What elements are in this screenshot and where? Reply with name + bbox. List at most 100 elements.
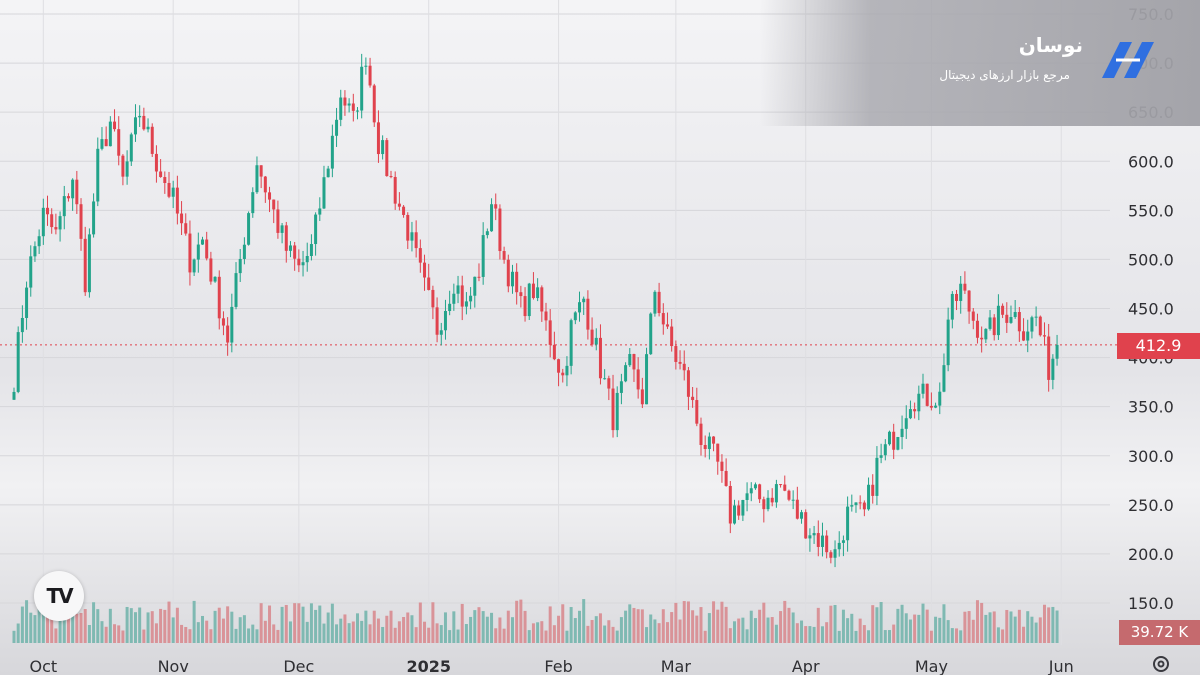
- volume-bar: [280, 606, 284, 643]
- candle-body: [129, 134, 133, 162]
- volume-bar: [448, 630, 452, 643]
- candle-body: [330, 135, 334, 169]
- volume-bar: [410, 615, 414, 643]
- candle-body: [464, 301, 468, 307]
- volume-bar: [481, 611, 485, 643]
- candle-body: [226, 325, 230, 343]
- volume-bar: [875, 607, 879, 643]
- volume-bar: [1022, 626, 1026, 643]
- volume-bar: [879, 601, 883, 643]
- volume-bar: [318, 605, 322, 643]
- volume-bar: [75, 613, 79, 643]
- candle-body: [71, 179, 75, 199]
- candle-body: [552, 344, 556, 360]
- volume-bar: [87, 624, 91, 643]
- volume-bar: [854, 630, 858, 643]
- volume-bar: [946, 620, 950, 643]
- candle-body: [963, 283, 967, 291]
- candle-body: [29, 256, 33, 288]
- candles: [12, 53, 1059, 568]
- volume-bar: [406, 612, 410, 643]
- volume-bar: [661, 609, 665, 643]
- volume-bar: [691, 610, 695, 643]
- volume-bar: [364, 610, 368, 643]
- candle-body: [201, 239, 205, 245]
- time-tick-label: Mar: [661, 657, 692, 675]
- volume-bar: [808, 626, 812, 643]
- volume-bar: [833, 604, 837, 643]
- candle-body: [443, 311, 447, 331]
- time-tick-label: May: [915, 657, 948, 675]
- candle-body: [925, 383, 929, 406]
- candle-body: [624, 365, 628, 382]
- volume-bar: [314, 609, 318, 643]
- volume-bar: [427, 627, 431, 643]
- candle-body: [435, 307, 439, 335]
- candle-body: [678, 361, 682, 364]
- candle-body: [820, 535, 824, 547]
- candle-body: [347, 103, 351, 106]
- volume-bar: [611, 626, 615, 643]
- volume-bar: [113, 624, 117, 643]
- volume-bars: [12, 599, 1059, 643]
- candle-body: [25, 287, 29, 318]
- volume-bar: [733, 621, 737, 643]
- candle-body: [871, 484, 875, 496]
- volume-bar: [720, 601, 724, 643]
- candle-body: [879, 455, 883, 458]
- candle-body: [699, 423, 703, 445]
- volume-bar: [209, 629, 213, 643]
- price-tick-label: 600.0: [1128, 152, 1174, 171]
- candle-body: [569, 320, 573, 366]
- candle-body: [410, 232, 414, 241]
- candle-body: [766, 497, 770, 510]
- candle-body: [913, 409, 917, 412]
- price-tick-label: 350.0: [1128, 398, 1174, 417]
- volume-bar: [66, 605, 70, 643]
- candle-body: [188, 233, 192, 273]
- volume-bar: [469, 616, 473, 643]
- price-tick-label: 550.0: [1128, 201, 1174, 220]
- candle-body: [305, 255, 309, 263]
- time-axis: Oct Nov Dec 2025 Feb Mar Apr May Jun: [29, 657, 1073, 675]
- volume-bar: [955, 628, 959, 643]
- brand-subtitle: مرجع بازار ارزهای دیجیتال: [939, 68, 1070, 82]
- candle-body: [33, 246, 37, 257]
- gear-icon[interactable]: [1150, 653, 1172, 675]
- price-tick-label: 300.0: [1128, 447, 1174, 466]
- volume-bar: [129, 608, 133, 643]
- volume-bar: [217, 607, 221, 643]
- tradingview-logo[interactable]: TV: [34, 571, 84, 621]
- candle-body: [749, 488, 753, 494]
- volume-bar: [293, 603, 297, 643]
- candle-body: [506, 259, 510, 287]
- volume-bar: [624, 610, 628, 643]
- volume-bar: [820, 626, 824, 643]
- candle-body: [58, 216, 62, 230]
- volume-bar: [423, 621, 427, 643]
- candle-body: [703, 444, 707, 450]
- volume-bar: [829, 605, 833, 643]
- candle-body: [234, 273, 238, 307]
- volume-bar: [288, 621, 292, 643]
- candle-body: [498, 208, 502, 252]
- brand-name: نوسان: [1018, 33, 1083, 57]
- volume-bar: [268, 605, 272, 643]
- candle-body: [389, 176, 393, 178]
- candle-body: [159, 171, 163, 178]
- volume-bar: [297, 603, 301, 643]
- volume-bar: [975, 600, 979, 643]
- candle-body: [791, 499, 795, 501]
- volume-bar: [431, 602, 435, 643]
- volume-bar: [29, 612, 33, 643]
- candle-body: [154, 153, 158, 172]
- candle-body: [636, 369, 640, 390]
- candle-body: [674, 346, 678, 362]
- candle-body: [167, 182, 171, 197]
- candle-body: [946, 319, 950, 366]
- volume-bar: [16, 623, 20, 643]
- volume-bar: [159, 608, 163, 643]
- volume-bar: [343, 614, 347, 643]
- candle-body: [934, 405, 938, 408]
